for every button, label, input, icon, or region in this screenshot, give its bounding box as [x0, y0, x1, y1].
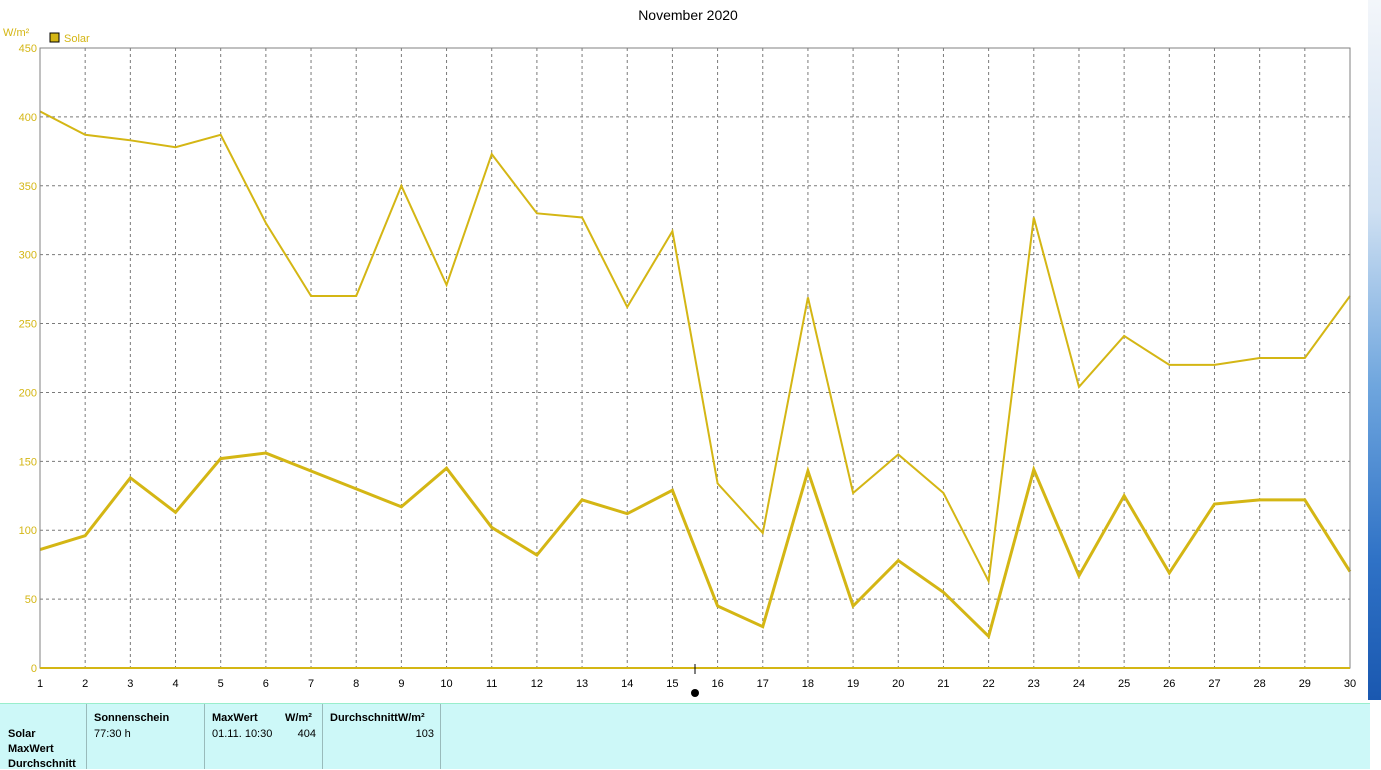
solar-chart: November 2020 W/m² Solar 0 50 100 150 200 250… [3, 7, 1356, 697]
y-tick-label: 150 [19, 456, 37, 468]
y-tick-label: 450 [19, 43, 37, 55]
legend-label: Solar [64, 33, 90, 45]
maxwert-column: MaxWert W/m² 01.11. 10:30 404 [205, 704, 323, 769]
x-tick-label: 14 [621, 678, 633, 690]
y-tick-label: 350 [19, 181, 37, 193]
x-tick-label: 3 [127, 678, 133, 690]
y-axis-unit: W/m² [3, 27, 30, 39]
x-tick-label: 19 [847, 678, 859, 690]
sonnenschein-header: Sonnenschein [94, 712, 170, 724]
y-tick-label: 100 [19, 525, 37, 537]
maxwert-unit: W/m² [285, 712, 312, 724]
x-tick-label: 16 [711, 678, 723, 690]
series-line-mean [39, 451, 1352, 640]
x-tick-label: 6 [263, 678, 269, 690]
x-tick-label: 26 [1163, 678, 1175, 690]
x-tick-label: 30 [1344, 678, 1356, 690]
series-line-max [39, 110, 1351, 585]
durchschnitt-column: DurchschnittW/m² 103 [323, 704, 441, 769]
maxwert-value: 404 [297, 728, 316, 740]
sonnenschein-value: 77:30 h [94, 728, 131, 740]
row-labels-column: Solar MaxWert Durchschnitt [0, 704, 87, 770]
y-tick-label: 300 [19, 250, 37, 262]
x-tick-label: 7 [308, 678, 314, 690]
y-tick-label: 0 [31, 663, 37, 675]
maxwert-time: 01.11. 10:30 [212, 728, 273, 740]
x-tick-label: 13 [576, 678, 588, 690]
sonnenschein-column: Sonnenschein 77:30 h [87, 704, 205, 769]
chart-title: November 2020 [638, 7, 738, 23]
x-tick-label: 17 [757, 678, 769, 690]
row-label-solar: Solar [8, 728, 36, 740]
x-tick-label: 15 [666, 678, 678, 690]
x-tick-label: 23 [1028, 678, 1040, 690]
legend-swatch [49, 32, 60, 43]
x-tick-label: 24 [1073, 678, 1085, 690]
current-day-marker [691, 689, 699, 697]
x-tick-label: 10 [440, 678, 452, 690]
x-tick-label: 18 [802, 678, 814, 690]
x-tick-label: 11 [486, 678, 497, 690]
x-tick-label: 27 [1208, 678, 1220, 690]
desktop-background-strip [1368, 0, 1381, 700]
row-label-maxwert: MaxWert [8, 743, 54, 755]
x-tick-label: 12 [531, 678, 543, 690]
y-tick-label: 400 [19, 112, 37, 124]
x-tick-label: 21 [937, 678, 949, 690]
x-tick-label: 1 [37, 678, 43, 690]
durchschnitt-value: 103 [415, 728, 434, 740]
maxwert-header: MaxWert [212, 712, 258, 724]
durchschnitt-header: DurchschnittW/m² [330, 712, 425, 724]
x-tick-label: 22 [982, 678, 994, 690]
y-tick-label: 50 [25, 594, 37, 606]
x-tick-label: 29 [1299, 678, 1311, 690]
row-label-durchschnitt: Durchschnitt [8, 758, 76, 770]
x-tick-label: 28 [1254, 678, 1266, 690]
x-tick-label: 20 [892, 678, 904, 690]
y-tick-label: 250 [19, 319, 37, 331]
x-tick-label: 4 [172, 678, 178, 690]
info-panel: Solar MaxWert Durchschnitt Sonnenschein … [0, 703, 1370, 770]
x-tick-label: 8 [353, 678, 359, 690]
x-tick-label: 9 [398, 678, 404, 690]
x-tick-label: 25 [1118, 678, 1130, 690]
x-tick-label: 5 [218, 678, 224, 690]
x-tick-label: 2 [82, 678, 88, 690]
y-tick-label: 200 [19, 387, 37, 399]
